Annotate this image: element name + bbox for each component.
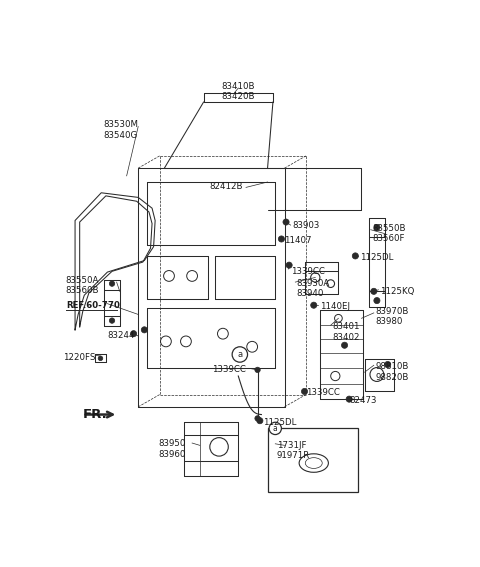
Circle shape — [141, 327, 147, 333]
Text: 1339CC: 1339CC — [291, 266, 324, 276]
Text: 83410B
83420B: 83410B 83420B — [222, 82, 255, 101]
Circle shape — [255, 416, 260, 421]
Circle shape — [269, 422, 281, 434]
Text: 83550A
83560B: 83550A 83560B — [66, 276, 99, 295]
Circle shape — [311, 302, 317, 308]
Text: 1731JF
91971R: 1731JF 91971R — [277, 441, 310, 460]
Text: 11407: 11407 — [285, 236, 312, 245]
Text: 1140EJ: 1140EJ — [320, 302, 350, 311]
Text: 82473: 82473 — [349, 396, 377, 405]
Text: 83970B
83980: 83970B 83980 — [375, 307, 409, 326]
Text: 1125DL: 1125DL — [263, 418, 296, 426]
Circle shape — [346, 396, 352, 402]
Text: 83930A
83940: 83930A 83940 — [297, 279, 330, 298]
Circle shape — [341, 342, 348, 348]
Text: FR.: FR. — [83, 408, 108, 421]
Text: 82412B: 82412B — [209, 182, 242, 191]
Circle shape — [232, 347, 248, 362]
Text: 83950
83960: 83950 83960 — [158, 439, 186, 459]
Circle shape — [283, 219, 289, 225]
Text: 83903: 83903 — [292, 221, 320, 230]
Circle shape — [278, 236, 285, 242]
Text: 83550B
83560F: 83550B 83560F — [372, 223, 406, 243]
Text: a: a — [273, 424, 277, 433]
Text: 1339CC: 1339CC — [212, 365, 246, 374]
Circle shape — [371, 288, 377, 294]
Text: 98810B
98820B: 98810B 98820B — [375, 362, 409, 382]
Circle shape — [255, 367, 260, 373]
Circle shape — [352, 253, 359, 259]
Circle shape — [257, 418, 263, 424]
Circle shape — [109, 318, 115, 323]
Text: 1125KQ: 1125KQ — [380, 287, 414, 296]
Text: 1339CC: 1339CC — [306, 388, 340, 397]
Circle shape — [301, 388, 308, 395]
Circle shape — [98, 356, 103, 361]
Text: a: a — [237, 350, 242, 359]
Circle shape — [109, 281, 115, 286]
Text: 1125DL: 1125DL — [360, 253, 393, 262]
Text: 83530M
83540G: 83530M 83540G — [104, 120, 139, 140]
Circle shape — [374, 225, 380, 231]
FancyBboxPatch shape — [267, 429, 359, 492]
Text: REF.60-770: REF.60-770 — [66, 301, 120, 310]
Circle shape — [286, 262, 292, 268]
Circle shape — [384, 361, 391, 367]
Circle shape — [374, 298, 380, 304]
Text: 83401
83402: 83401 83402 — [332, 322, 360, 341]
Text: 83244: 83244 — [108, 331, 135, 340]
Text: 1220FS: 1220FS — [63, 353, 95, 362]
Circle shape — [131, 331, 137, 337]
